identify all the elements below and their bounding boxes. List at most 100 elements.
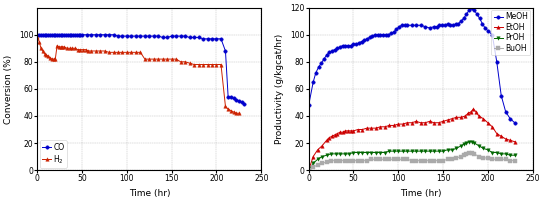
EtOH [305,169,312,171]
PrOH [314,158,321,161]
PrOH [350,151,357,154]
Line: PrOH: PrOH [307,140,516,172]
BuOH [460,154,467,156]
BuOH [431,159,437,162]
MeOH [320,58,327,60]
PrOH [489,151,496,154]
PrOH [310,162,317,165]
PrOH [346,153,353,155]
PrOH [319,155,325,158]
BuOH [346,159,353,162]
BuOH [314,163,321,166]
EtOH [435,122,442,124]
H$_2$ [209,63,215,66]
PrOH [503,153,509,155]
PrOH [391,150,397,152]
PrOH [493,151,500,154]
CO [88,34,95,36]
BuOH [426,159,433,162]
BuOH [449,158,455,161]
BuOH [305,169,312,171]
CO [236,100,242,102]
Line: MeOH: MeOH [307,6,516,124]
BuOH [471,153,478,155]
Y-axis label: Productivity (g/kgcat/hr): Productivity (g/kgcat/hr) [275,34,285,144]
PrOH [395,150,401,152]
BuOH [440,159,446,162]
PrOH [466,140,472,143]
BuOH [466,151,472,154]
BuOH [355,159,361,162]
BuOH [337,159,343,162]
EtOH [470,108,477,110]
PrOH [463,142,469,144]
BuOH [341,159,348,162]
PrOH [426,150,433,152]
Line: BuOH: BuOH [307,151,516,172]
BuOH [417,159,424,162]
BuOH [391,158,397,161]
PrOH [431,150,437,152]
PrOH [337,153,343,155]
PrOH [359,151,366,154]
H$_2$ [236,112,242,115]
EtOH [465,112,471,115]
PrOH [381,151,388,154]
H$_2$ [119,51,126,54]
EtOH [426,120,433,123]
BuOH [359,159,366,162]
H$_2$ [34,36,41,39]
MeOH [305,104,312,106]
Line: EtOH: EtOH [307,107,516,172]
PrOH [363,151,370,154]
PrOH [328,153,335,155]
H$_2$ [59,46,66,48]
BuOH [377,158,384,161]
BuOH [435,159,442,162]
PrOH [458,145,464,147]
EtOH [422,122,428,124]
BuOH [413,159,419,162]
EtOH [350,130,357,132]
CO [241,103,248,105]
BuOH [475,155,482,158]
MeOH [511,122,518,124]
BuOH [328,159,335,162]
BuOH [463,153,469,155]
CO [115,35,121,37]
PrOH [368,151,375,154]
PrOH [507,154,514,156]
PrOH [449,149,455,151]
MeOH [342,44,349,47]
BuOH [498,158,504,161]
BuOH [409,159,415,162]
PrOH [409,150,415,152]
PrOH [417,150,424,152]
PrOH [386,150,393,152]
PrOH [498,153,504,155]
PrOH [440,150,446,152]
PrOH [399,150,406,152]
BuOH [323,161,330,163]
PrOH [404,150,411,152]
BuOH [444,158,451,161]
BuOH [493,158,500,161]
PrOH [435,150,442,152]
BuOH [489,158,496,161]
MeOH [468,6,475,9]
PrOH [373,151,379,154]
PrOH [460,143,467,146]
MeOH [417,24,424,26]
BuOH [381,158,388,161]
BuOH [503,158,509,161]
H$_2$ [77,48,84,51]
BuOH [363,159,370,162]
BuOH [485,157,491,159]
PrOH [355,151,361,154]
PrOH [323,154,330,156]
BuOH [399,158,406,161]
PrOH [377,151,384,154]
BuOH [310,166,317,169]
PrOH [332,153,339,155]
X-axis label: Time (hr): Time (hr) [400,189,441,198]
